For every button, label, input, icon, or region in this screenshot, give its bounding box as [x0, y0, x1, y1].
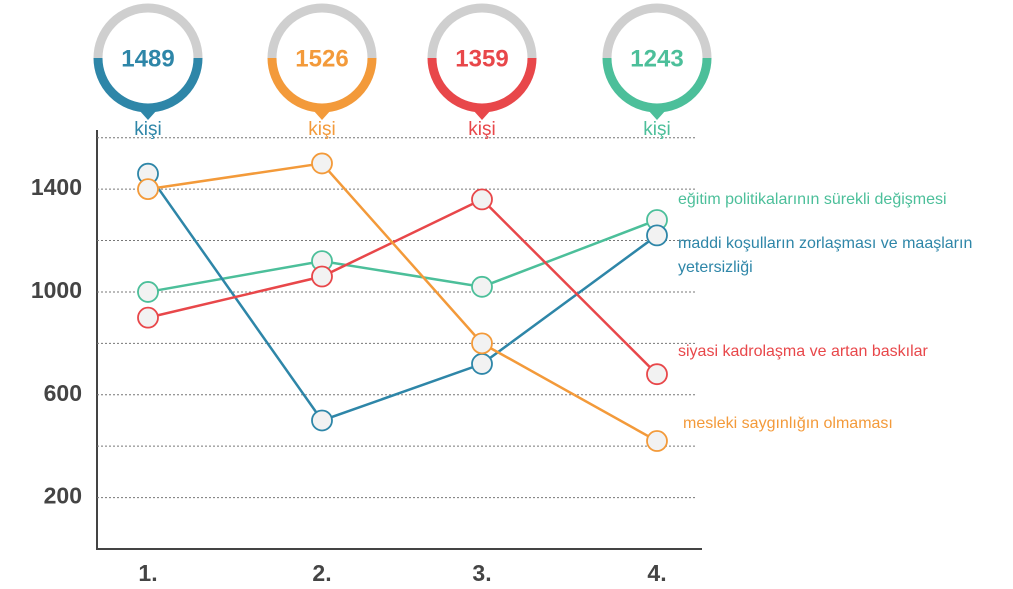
- badge-value: 1243: [630, 45, 683, 72]
- badge-unit: kişi: [308, 119, 335, 140]
- badge-ring-top: [267, 3, 377, 59]
- point: [646, 224, 668, 247]
- badge-pointer: [139, 110, 157, 120]
- y-tick-label: 200: [44, 483, 82, 509]
- badge-ring-bottom: [267, 57, 377, 113]
- badge-value: 1526: [295, 45, 348, 72]
- badge-ring-top: [93, 3, 203, 59]
- series-label-line: maddi koşulların zorlaşması ve maaşların: [678, 235, 972, 252]
- badge-pointer: [473, 110, 491, 120]
- x-tick-label: 1.: [138, 560, 157, 586]
- point: [471, 188, 493, 211]
- point: [471, 275, 493, 298]
- series-line: [147, 197, 658, 376]
- point: [471, 353, 493, 375]
- series-label: mesleki saygınlığın olmaması: [683, 415, 893, 432]
- badge-pointer: [313, 110, 331, 120]
- point: [311, 409, 333, 432]
- x-tick-label: 3.: [472, 560, 491, 586]
- point: [311, 152, 333, 175]
- x-tick-label: 4.: [647, 560, 666, 586]
- series-label: eğitim politikalarının sürekli değişmesi: [678, 191, 947, 208]
- badge-ring-bottom: [93, 57, 203, 113]
- point: [137, 281, 159, 303]
- point: [137, 306, 159, 329]
- series-label: maddi koşulların zorlaşması ve maaşların…: [678, 235, 972, 276]
- badge-unit: kişi: [468, 119, 495, 140]
- series-label: siyasi kadrolaşma ve artan baskılar: [678, 343, 929, 360]
- point: [137, 178, 159, 201]
- x-tick-label: 2.: [312, 560, 331, 586]
- badge-ring-bottom: [602, 57, 712, 113]
- badge-ring-bottom: [427, 57, 537, 113]
- series-label-line: yetersizliği: [678, 259, 753, 276]
- badge-value: 1359: [455, 45, 508, 72]
- badge-value: 1489: [121, 45, 174, 72]
- y-tick-label: 600: [44, 380, 82, 406]
- point: [311, 265, 333, 288]
- series-line: [147, 162, 658, 443]
- point: [471, 332, 493, 355]
- badge-unit: kişi: [134, 119, 161, 140]
- badge-unit: kişi: [643, 119, 670, 140]
- series-line: [147, 218, 658, 294]
- point: [646, 363, 668, 386]
- point: [646, 430, 668, 452]
- badge-ring-top: [602, 3, 712, 59]
- badge-ring-top: [427, 3, 537, 59]
- badge-pointer: [648, 110, 666, 120]
- y-tick-label: 1000: [31, 277, 82, 303]
- y-tick-label: 1400: [31, 174, 82, 200]
